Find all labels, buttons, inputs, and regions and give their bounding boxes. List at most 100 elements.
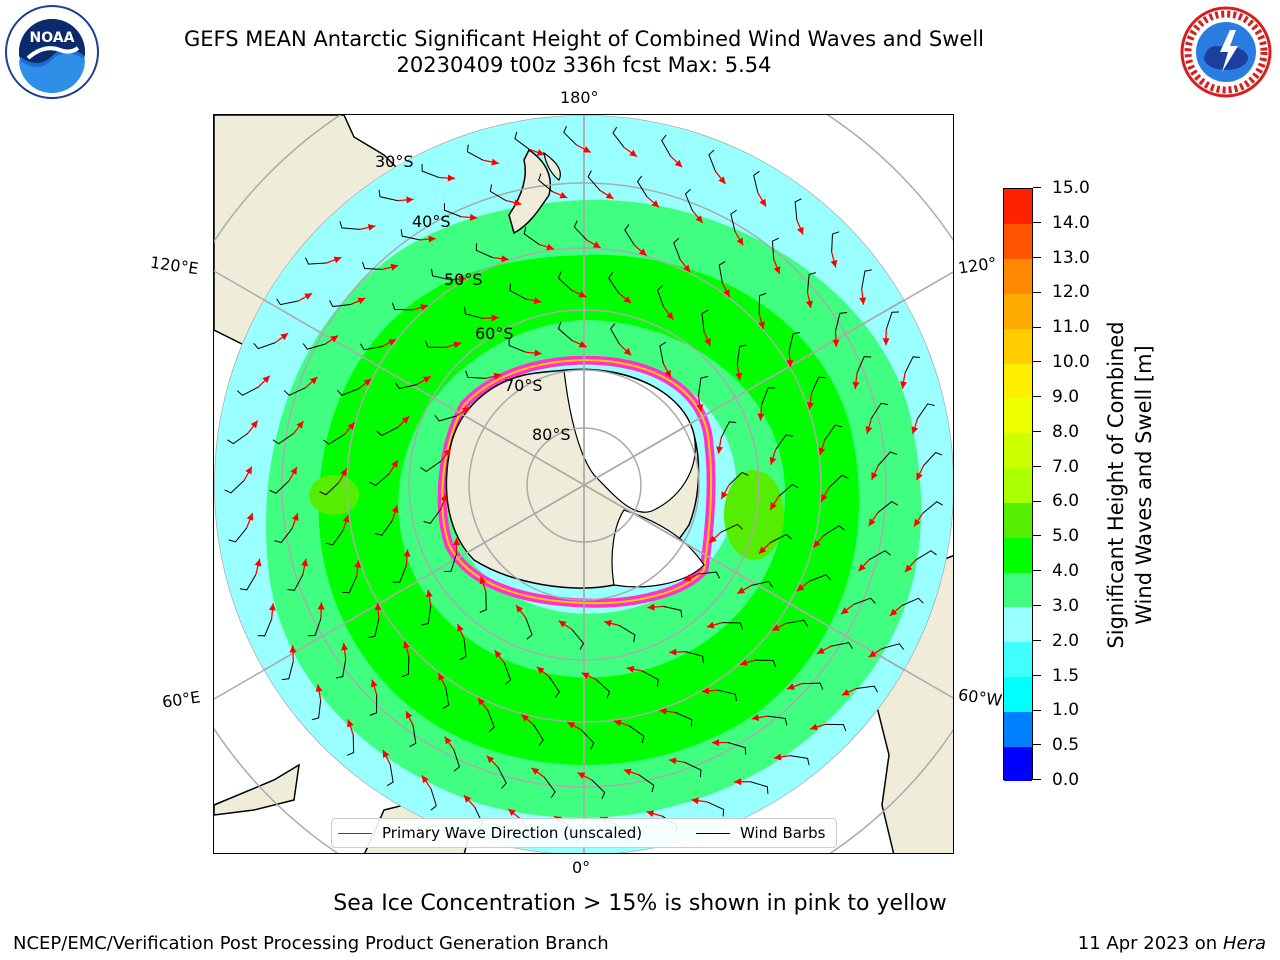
lon-label-120w: 120°	[956, 253, 998, 278]
wave-arrow-head	[346, 719, 354, 728]
wave-arrow-head	[443, 448, 451, 457]
colorbar-tick-label: 12.0	[1052, 282, 1090, 303]
wind-barb	[228, 527, 248, 543]
wave-arrow-head	[916, 472, 923, 481]
wind-barb	[573, 220, 588, 241]
wind-barb	[236, 386, 259, 396]
wave-arrow-head	[388, 339, 397, 346]
wind-barb	[423, 508, 442, 524]
wind-barb	[369, 473, 390, 486]
wind-barb	[661, 134, 672, 157]
wave-arrow-head	[773, 753, 782, 761]
wind-barb	[283, 387, 306, 396]
wave-arrow-head	[716, 446, 724, 454]
wave-arrow-head	[704, 338, 711, 346]
wind-barb	[587, 170, 601, 191]
colorbar-segment	[1004, 711, 1032, 747]
wind-barb	[608, 272, 620, 294]
wind-barb	[727, 742, 747, 755]
red-line-swatch	[338, 833, 372, 834]
wave-arrow-head	[626, 665, 635, 673]
wind-barb	[619, 625, 636, 642]
wave-arrow-head	[534, 349, 542, 357]
wind-barb	[771, 237, 779, 260]
wave-arrow-head	[646, 810, 655, 817]
colorbar-tick-label: 10.0	[1052, 352, 1090, 373]
wave-arrow-head	[422, 376, 431, 383]
wind-barb	[281, 661, 294, 681]
wind-barb	[514, 131, 530, 150]
wave-arrow-head	[453, 341, 462, 349]
wave-arrow-head	[513, 199, 522, 207]
wave-arrow-head	[296, 421, 304, 429]
wave-arrow-head	[567, 722, 576, 729]
colorbar-tick-label: 0.5	[1052, 735, 1080, 756]
wave-arrow-head	[420, 304, 429, 311]
wind-barb	[778, 484, 799, 497]
wave-arrow-head	[668, 757, 677, 765]
wave-arrow-head	[737, 587, 746, 594]
map-legend: Primary Wave Direction (unscaled) Wind B…	[331, 818, 837, 848]
wave-arrow-head	[491, 158, 499, 166]
wind-barb	[610, 323, 621, 345]
wind-barb	[736, 344, 747, 365]
legend-item-wind-barbs: Wind Barbs	[696, 824, 825, 842]
wind-barb	[856, 356, 872, 374]
legend-label-wave-direction: Primary Wave Direction (unscaled)	[382, 824, 643, 842]
wind-barb	[361, 261, 383, 270]
colorbar-tick	[1033, 744, 1041, 746]
footer-date: 11 Apr 2023 on Hera	[1078, 933, 1266, 954]
wave-arrow-head	[289, 645, 297, 653]
wind-barb	[329, 300, 351, 308]
colorbar-tick-label: 1.5	[1052, 665, 1080, 686]
wind-barb	[698, 571, 720, 579]
wave-arrow-head	[683, 574, 692, 581]
wave-arrow-head	[533, 297, 542, 305]
colorbar-tick	[1033, 605, 1041, 607]
wave-arrow-head	[292, 513, 299, 522]
wind-barb	[877, 451, 898, 466]
wave-arrow-head	[647, 603, 655, 611]
wind-barb	[722, 622, 744, 630]
black-line-swatch	[696, 833, 730, 834]
wind-barb	[557, 271, 573, 291]
wind-barb	[628, 725, 645, 744]
wind-barb	[861, 269, 872, 289]
colorbar-tick-label: 8.0	[1052, 421, 1080, 442]
wind-barb	[497, 766, 507, 789]
wind-barb	[673, 237, 681, 260]
wind-barb	[523, 226, 540, 245]
nws-logo	[1176, 4, 1276, 104]
wind-barb	[856, 685, 879, 693]
wave-arrow-head	[508, 808, 516, 817]
wind-barb	[276, 298, 299, 306]
colorbar-tick	[1033, 291, 1041, 293]
wave-arrow-head	[581, 672, 590, 679]
colorbar-tick-label: 7.0	[1052, 456, 1080, 477]
wind-barb	[595, 679, 611, 699]
wave-arrow-head	[486, 755, 495, 764]
wind-barb	[923, 451, 943, 467]
wind-barb	[360, 343, 382, 351]
wave-arrow-head	[813, 539, 821, 548]
wave-arrow-head	[406, 196, 414, 204]
lat-label-50s: 50°S	[444, 270, 483, 289]
wind-barb	[342, 576, 358, 594]
legend-item-wave-direction: Primary Wave Direction (unscaled)	[338, 824, 642, 842]
wind-barb	[580, 729, 595, 750]
wind-barb	[807, 272, 816, 293]
wind-barb	[730, 209, 737, 232]
wave-arrow-head	[370, 679, 378, 688]
wave-arrow-head	[669, 648, 677, 656]
wave-arrow-head	[342, 514, 350, 523]
wind-barb	[720, 523, 743, 533]
colorbar-segment	[1004, 328, 1032, 364]
wave-arrow-head	[363, 378, 372, 386]
wave-arrow-head	[905, 564, 913, 573]
wave-arrow-head	[900, 381, 907, 389]
wind-barb	[475, 243, 493, 259]
wave-arrow-head	[769, 456, 777, 465]
wave-arrow-head	[425, 589, 433, 598]
wave-arrow-head	[462, 407, 470, 415]
wind-barb	[701, 309, 709, 332]
